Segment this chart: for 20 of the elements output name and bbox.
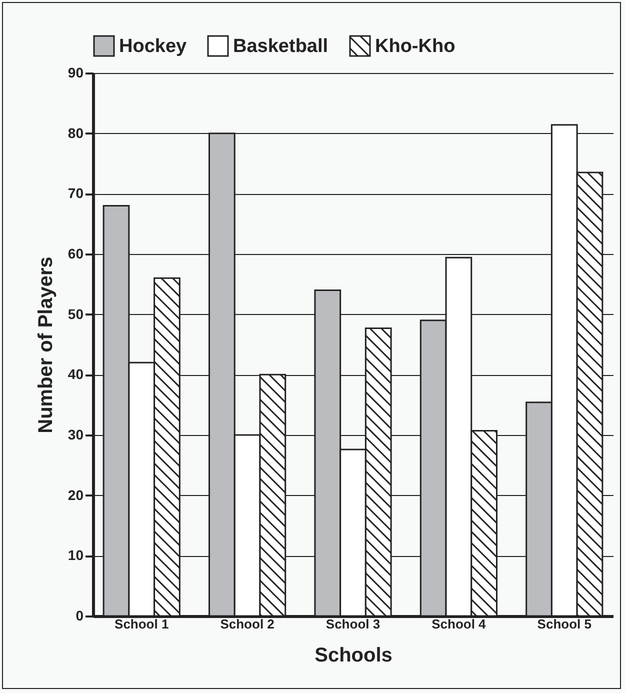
x-tick-label: School 4 — [432, 616, 487, 632]
y-tick-label: 0 — [76, 608, 84, 624]
legend-label: Hockey — [119, 36, 188, 57]
y-tick-label: 70 — [68, 185, 84, 202]
x-axis-title: Schools — [314, 644, 392, 666]
y-tick-label: 10 — [68, 547, 84, 564]
legend-label: Basketball — [233, 36, 328, 57]
y-tick-label: 80 — [68, 124, 84, 141]
x-tick-label: School 5 — [537, 616, 592, 632]
y-tick-label: 50 — [68, 306, 84, 322]
y-tick-label: 30 — [68, 426, 84, 442]
x-tick-label: School 2 — [220, 616, 274, 632]
y-tick-label: 40 — [68, 366, 84, 382]
y-tick-label: 90 — [68, 64, 84, 80]
x-tick-label: School 1 — [114, 616, 169, 632]
y-axis-title: Number of Players — [34, 256, 57, 434]
y-tick-label: 20 — [68, 486, 84, 503]
legend-label: Kho-Kho — [375, 36, 456, 57]
y-tick-label: 60 — [68, 246, 84, 262]
x-tick-label: School 3 — [326, 616, 380, 632]
